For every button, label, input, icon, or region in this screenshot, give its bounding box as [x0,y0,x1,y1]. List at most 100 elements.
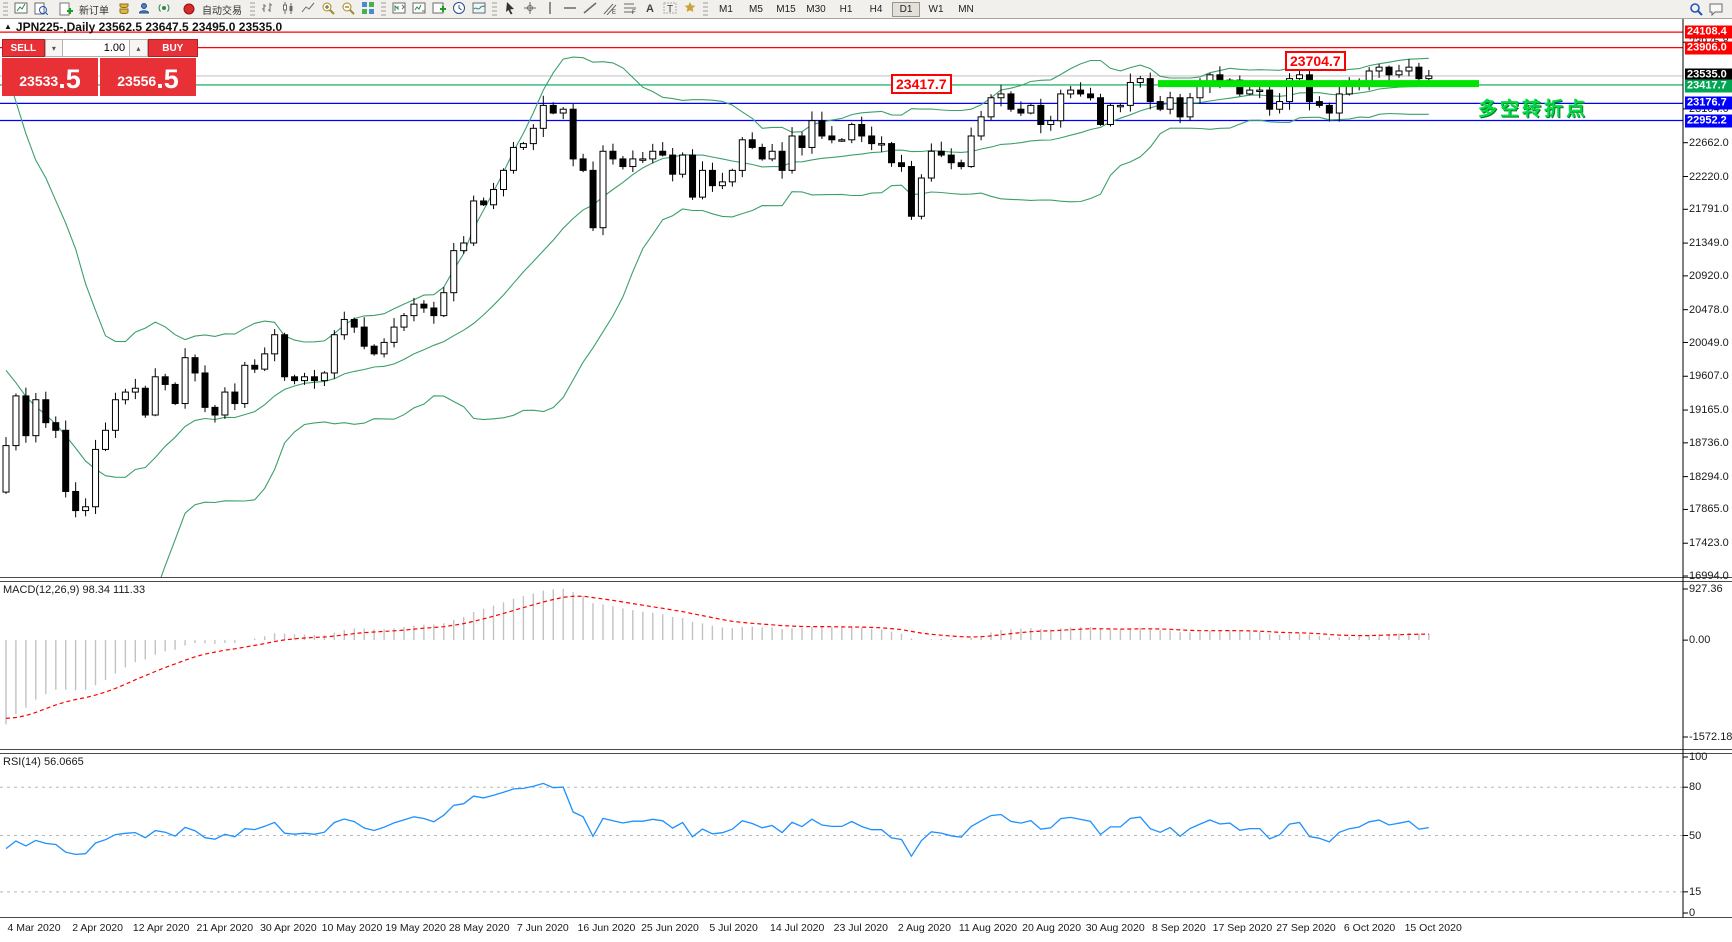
text-icon[interactable]: A [641,0,659,16]
date-label: 10 May 2020 [321,922,383,934]
date-label: 11 Aug 2020 [958,922,1018,934]
periods-icon[interactable] [450,0,468,16]
timeframe-m15[interactable]: M15 [776,3,796,15]
price-callout-23417[interactable]: 23417.7 [891,74,952,94]
timeframe-w1[interactable]: W1 [928,3,944,15]
bull-bear-turning-point-note[interactable]: 多空转折点 [1478,99,1589,120]
price-tick: 16994.0 [1689,570,1729,582]
equidistant-channel-icon[interactable]: E [601,0,619,16]
price-tick: 21791.0 [1689,203,1729,216]
macd-label: MACD(12,26,9) 98.34 111.33 [3,584,146,596]
new-order-icon [57,1,75,17]
sell-button[interactable]: SELL [2,39,45,57]
candles [2,59,1433,518]
date-label: 27 Sep 2020 [1276,922,1336,934]
autotrade-icon [180,1,198,17]
toolbar-arrange-group [389,0,489,18]
tile-windows-icon[interactable] [359,0,377,16]
price-tick: 21349.0 [1689,237,1729,250]
price-level-label: 23417.7 [1685,79,1732,93]
timeframe-m30[interactable]: M30 [806,3,826,15]
timeframe-m5[interactable]: M5 [749,3,763,15]
fibonacci-icon[interactable]: F [621,0,639,16]
macd-indicator [5,588,1430,725]
buy-button[interactable]: BUY [147,39,198,57]
rsi-axis-tick: 50 [1689,829,1702,842]
price-tick: 19607.0 [1689,370,1729,383]
signals-icon[interactable] [155,0,173,16]
price-level-label: 23535.0 [1685,68,1732,81]
timeframe-h4[interactable]: H4 [869,3,883,15]
date-label: 4 Mar 2020 [7,922,61,934]
date-label: 8 Sep 2020 [1151,922,1206,934]
price-level-label: 22952.2 [1685,114,1732,127]
price-tick: 20920.0 [1689,269,1729,282]
experts-icon[interactable] [135,0,153,16]
toolbar: 新订单 自动交易 E F A T M1 M5 M15 M30 H1 H4 D1 W1 MN [0,0,1732,19]
volume-input[interactable] [63,39,130,57]
timeframe-m1[interactable]: M1 [719,3,733,15]
search-icon[interactable] [1687,1,1705,17]
toolbar-right-group [1686,1,1726,17]
history-icon[interactable] [115,0,133,16]
horizontal-line-icon[interactable] [561,0,579,16]
bar-chart-icon[interactable] [259,0,277,16]
templates-icon[interactable] [470,0,488,16]
rsi-axis-tick: 80 [1689,781,1702,794]
preview-icon[interactable] [32,0,50,16]
vertical-line-icon[interactable] [541,0,559,16]
buy-price-tile[interactable]: 23556.5 [100,58,196,96]
autotrade-button[interactable]: 自动交易 [175,1,246,17]
svg-text:E: E [612,10,616,15]
svg-text:T: T [667,4,673,15]
line-chart-icon[interactable] [299,0,317,16]
macd-axis-tick: 0.00 [1689,634,1711,647]
price-tick: 22662.0 [1689,136,1729,149]
candlestick-chart-icon[interactable] [279,0,297,16]
date-label: 30 Aug 2020 [1085,922,1145,934]
price-tick: 19165.0 [1689,404,1729,416]
toolbar-grip [381,2,386,16]
date-label: 25 Jun 2020 [641,922,699,934]
arrange-horizontal-icon[interactable] [390,0,408,16]
toolbar-grip [3,2,8,16]
toolbar-standard-group [11,0,51,18]
chat-icon[interactable] [1707,1,1725,17]
one-click-collapse-icon[interactable]: ▲ [4,22,12,31]
cursor-icon[interactable] [501,0,519,16]
price-tick: 17865.0 [1689,503,1729,516]
timeframe-h1[interactable]: H1 [839,3,853,15]
arrange-vertical-icon[interactable] [410,0,428,16]
new-order-label: 新订单 [79,5,109,17]
volume-increase-button[interactable]: ▴ [129,39,148,57]
price-level-label: 23906.0 [1685,41,1732,55]
date-label: 6 Oct 2020 [1343,922,1396,934]
price-tick: 18294.0 [1689,470,1729,483]
trendline-icon[interactable] [581,0,599,16]
toolbar-charttype-group [258,0,378,18]
autotrade-label: 自动交易 [202,5,242,17]
rsi-axis-tick: 0 [1689,907,1696,919]
new-order-button[interactable]: 新订单 [52,1,113,17]
timeframe-d1[interactable]: D1 [892,1,920,17]
text-label-icon[interactable]: T [661,0,679,16]
date-label: 28 May 2020 [448,922,510,934]
volume-decrease-button[interactable]: ▾ [44,39,64,57]
shapes-icon[interactable] [681,0,699,16]
zoom-out-icon[interactable] [339,0,357,16]
timeframe-mn[interactable]: MN [958,3,974,15]
svg-text:F: F [632,10,636,15]
indicators-icon[interactable] [430,0,448,16]
price-callout-23704[interactable]: 23704.7 [1285,51,1346,71]
date-label: 2 Apr 2020 [72,922,123,934]
rsi-label: RSI(14) 56.0665 [3,756,84,768]
sell-price-tile[interactable]: 23533.5 [2,58,98,96]
crosshair-icon[interactable] [521,0,539,16]
timeframe-toolbar: M1 M5 M15 M30 H1 H4 D1 W1 MN [711,1,981,17]
chart-window-icon[interactable] [12,0,30,16]
date-label: 15 Oct 2020 [1404,922,1462,934]
zoom-in-icon[interactable] [319,0,337,16]
